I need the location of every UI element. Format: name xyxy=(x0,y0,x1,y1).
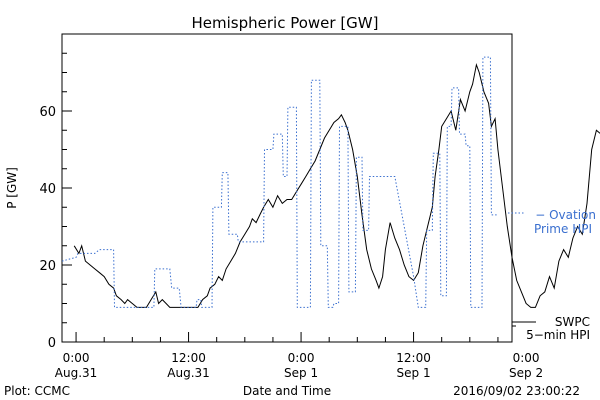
y-axis-label: P [GW] xyxy=(5,167,19,209)
plot-frame xyxy=(61,33,513,343)
chart-title: Hemispheric Power [GW] xyxy=(192,14,379,32)
footer-plot-credit: Plot: CCMC xyxy=(4,384,70,398)
x-tick-label-time: 0:00 xyxy=(513,351,540,365)
x-tick-label-date: Sep 2 xyxy=(509,366,543,380)
series-labels: − Ovation Prime HPI SWPC 5−min HPI xyxy=(508,208,596,342)
x-tick-label-time: 0:00 xyxy=(63,351,90,365)
series-layer xyxy=(61,56,600,308)
swpc-label-line2: 5−min HPI xyxy=(526,328,590,342)
x-tick-label-date: Sep 1 xyxy=(397,366,431,380)
y-tick-label: 60 xyxy=(39,105,56,120)
x-tick-label-time: 12:00 xyxy=(171,351,206,365)
y-tick-label: 40 xyxy=(39,182,56,197)
footer-timestamp: 2016/09/02 23:00:22 xyxy=(453,384,580,398)
x-tick-label-date: Sep 1 xyxy=(284,366,318,380)
ovation-label-line1: − Ovation xyxy=(535,208,596,222)
y-tick-label: 20 xyxy=(39,259,56,274)
x-tick-label-date: Aug.31 xyxy=(167,366,210,380)
x-tick-label-time: 12:00 xyxy=(396,351,431,365)
x-tick-label-time: 0:00 xyxy=(288,351,315,365)
swpc-label-line1: SWPC xyxy=(555,315,590,329)
x-tick-label-date: Aug.31 xyxy=(55,366,98,380)
y-axis: 0 20 40 60 xyxy=(39,33,72,351)
ovation-label-line2: Prime HPI xyxy=(534,222,592,236)
swpc-hpi-line xyxy=(73,62,600,308)
ovation-prime-hpi-line xyxy=(61,56,498,308)
y-tick-label: 0 xyxy=(48,336,56,351)
x-axis-label: Date and Time xyxy=(243,384,331,398)
